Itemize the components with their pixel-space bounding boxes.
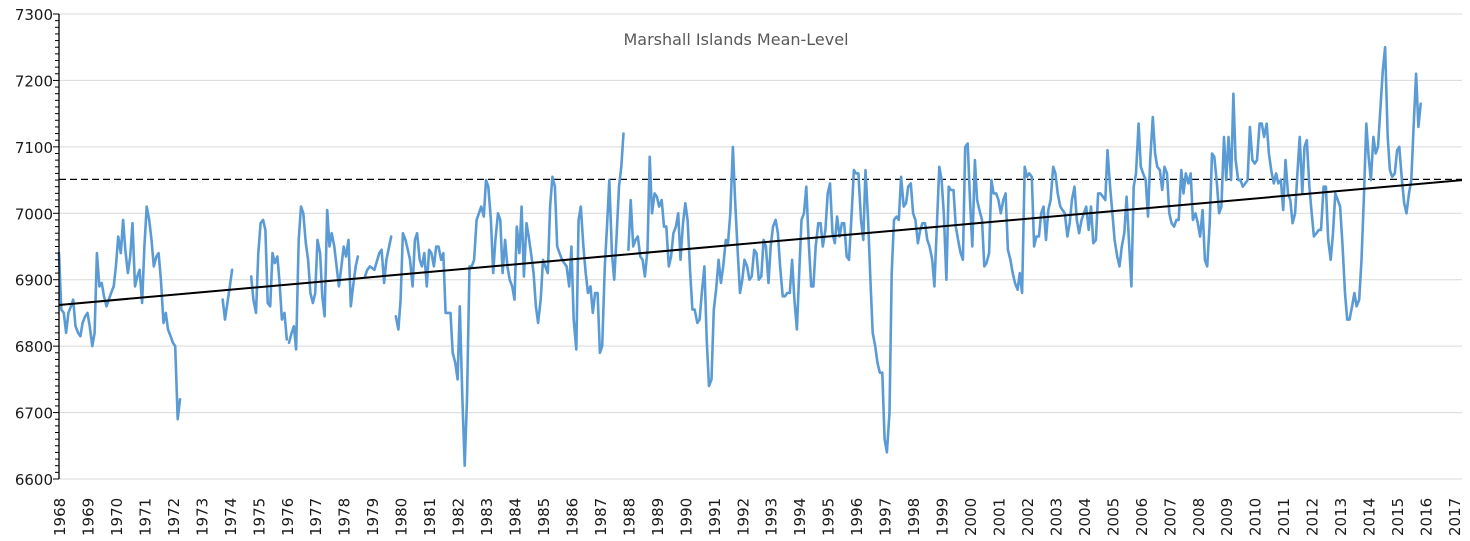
- x-tick-label-2004: 2004: [1076, 498, 1094, 536]
- x-tick-label-2006: 2006: [1133, 498, 1151, 536]
- x-tick-label-1998: 1998: [905, 498, 923, 536]
- x-tick-label-1978: 1978: [336, 498, 354, 536]
- series-line-segment-1: [221, 268, 234, 321]
- series-line-segment-0: [57, 205, 182, 421]
- y-tick-label-7200: 7200: [15, 72, 53, 90]
- gridlines: [59, 13, 1462, 414]
- axes: [53, 13, 1462, 480]
- x-tick-label-1986: 1986: [563, 498, 581, 536]
- x-tick-label-1985: 1985: [535, 498, 553, 536]
- x-tick-label-1996: 1996: [848, 498, 866, 536]
- x-tick-label-2007: 2007: [1161, 498, 1179, 536]
- x-tick-label-2016: 2016: [1418, 498, 1436, 536]
- x-tick-label-2002: 2002: [1019, 498, 1037, 536]
- x-tick-label-1977: 1977: [307, 498, 325, 536]
- x-tick-label-2003: 2003: [1047, 498, 1065, 536]
- x-tick-label-1969: 1969: [79, 498, 97, 536]
- y-tick-label-7100: 7100: [15, 139, 53, 157]
- x-tick-label-2014: 2014: [1361, 498, 1379, 536]
- x-tick-label-1982: 1982: [450, 498, 468, 536]
- x-tick-label-1994: 1994: [791, 498, 809, 536]
- x-tick-label-2012: 2012: [1304, 498, 1322, 536]
- x-tick-label-1975: 1975: [250, 498, 268, 536]
- x-tick-label-2011: 2011: [1275, 498, 1293, 536]
- trend-line: [58, 179, 1463, 306]
- y-tick-label-6800: 6800: [15, 338, 53, 356]
- x-tick-label-1987: 1987: [592, 498, 610, 536]
- x-tick-label-1971: 1971: [136, 498, 154, 536]
- x-tick-label-1974: 1974: [222, 498, 240, 536]
- x-tick-labels: 1968 1969 1970 1971 1972 1973 1974 1975 1976 1977…: [51, 498, 1464, 536]
- y-tick-label-7300: 7300: [15, 6, 53, 24]
- trend-line-group: [58, 179, 1463, 306]
- chart-title: Marshall Islands Mean-Level: [623, 30, 848, 49]
- y-tick-label-6700: 6700: [15, 405, 53, 423]
- y-tick-label-6600: 6600: [15, 471, 53, 489]
- x-tick-label-2013: 2013: [1332, 498, 1350, 536]
- x-tick-label-1968: 1968: [51, 498, 69, 536]
- x-tick-label-2015: 2015: [1389, 498, 1407, 536]
- x-tick-label-2005: 2005: [1104, 498, 1122, 536]
- x-tick-label-2009: 2009: [1218, 498, 1236, 536]
- y-tick-labels: 6600 6700 6800 6900 7000 7100 7200 7300: [15, 6, 53, 489]
- x-tick-label-2001: 2001: [990, 498, 1008, 536]
- x-tick-label-1979: 1979: [364, 498, 382, 536]
- x-tick-label-1984: 1984: [507, 498, 525, 536]
- x-tick-label-1999: 1999: [934, 498, 952, 536]
- x-tick-label-2010: 2010: [1247, 498, 1265, 536]
- x-tick-label-1981: 1981: [421, 498, 439, 536]
- x-tick-label-1992: 1992: [734, 498, 752, 536]
- series-group: [57, 45, 1422, 467]
- x-tick-label-1989: 1989: [649, 498, 667, 536]
- x-tick-label-1972: 1972: [165, 498, 183, 536]
- y-tick-label-6900: 6900: [15, 272, 53, 290]
- x-tick-label-1997: 1997: [877, 498, 895, 536]
- x-tick-label-1976: 1976: [279, 498, 297, 536]
- x-tick-label-2017: 2017: [1446, 498, 1464, 536]
- x-tick-label-1990: 1990: [677, 498, 695, 536]
- x-tick-label-1970: 1970: [108, 498, 126, 536]
- x-tick-label-1980: 1980: [393, 498, 411, 536]
- x-tick-label-1983: 1983: [478, 498, 496, 536]
- y-tick-label-7000: 7000: [15, 205, 53, 223]
- series-line-segment-4: [363, 235, 393, 285]
- x-tick-label-1973: 1973: [193, 498, 211, 536]
- series-line-segment-6: [627, 45, 1422, 454]
- series-line-segment-2: [249, 218, 289, 341]
- x-tick-label-2000: 2000: [962, 498, 980, 536]
- x-tick-label-1988: 1988: [620, 498, 638, 536]
- series-line-segment-5: [394, 132, 625, 467]
- x-tick-label-1993: 1993: [763, 498, 781, 536]
- x-tick-label-1995: 1995: [820, 498, 838, 536]
- x-tick-label-1991: 1991: [706, 498, 724, 536]
- x-tick-label-2008: 2008: [1190, 498, 1208, 536]
- series-line-segment-3: [287, 205, 360, 351]
